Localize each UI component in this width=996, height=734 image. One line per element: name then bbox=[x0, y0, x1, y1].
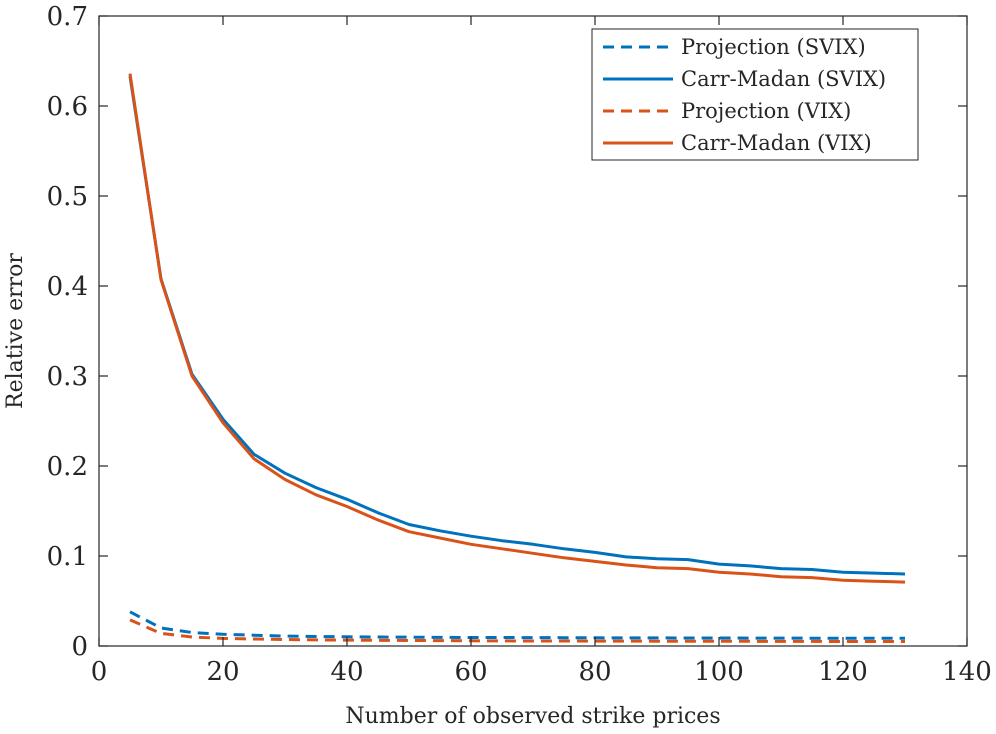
y-tick-label: 0.3 bbox=[47, 362, 88, 392]
x-tick-label: 120 bbox=[818, 657, 868, 687]
y-tick-label: 0.6 bbox=[47, 92, 88, 122]
y-tick-label: 0.1 bbox=[47, 542, 88, 572]
y-tick-label: 0.7 bbox=[47, 2, 88, 32]
series-line-carr-madan-vix bbox=[128, 73, 906, 584]
x-tick-label: 140 bbox=[942, 657, 992, 687]
y-tick-label: 0.2 bbox=[47, 452, 88, 482]
plot-border bbox=[98, 15, 968, 647]
legend-label-carr-madan-svix: Carr-Madan (SVIX) bbox=[681, 67, 886, 91]
legend-label-projection-svix: Projection (SVIX) bbox=[681, 35, 866, 59]
x-axis-title: Number of observed strike prices bbox=[345, 704, 720, 729]
x-tick-label: 80 bbox=[578, 657, 611, 687]
x-tick-label: 100 bbox=[694, 657, 744, 687]
series-line-carr-madan-svix bbox=[128, 76, 906, 576]
y-tick-label: 0 bbox=[71, 632, 88, 662]
x-tick-label: 40 bbox=[330, 657, 363, 687]
legend-label-carr-madan-vix: Carr-Madan (VIX) bbox=[681, 131, 872, 155]
y-axis-title: Relative error bbox=[3, 253, 28, 409]
ticks-layer: 0 20 40 60 80 100 120 140 0 0.1 0.2 0.3 0.4 0.5 0.6 0.7 bbox=[47, 2, 992, 687]
legend-label-projection-vix: Projection (VIX) bbox=[681, 99, 851, 123]
y-tick-label: 0.4 bbox=[47, 272, 88, 302]
series-line-projection-svix bbox=[129, 610, 906, 640]
series-layer bbox=[128, 73, 906, 643]
series-line-projection-vix bbox=[129, 618, 905, 643]
legend: Projection (SVIX) Carr-Madan (SVIX) Projec… bbox=[591, 28, 919, 161]
x-tick-label: 0 bbox=[91, 657, 108, 687]
y-tick-label: 0.5 bbox=[47, 182, 88, 212]
legend-box bbox=[591, 28, 919, 161]
x-tick-label: 60 bbox=[454, 657, 487, 687]
x-tick-label: 20 bbox=[206, 657, 239, 687]
